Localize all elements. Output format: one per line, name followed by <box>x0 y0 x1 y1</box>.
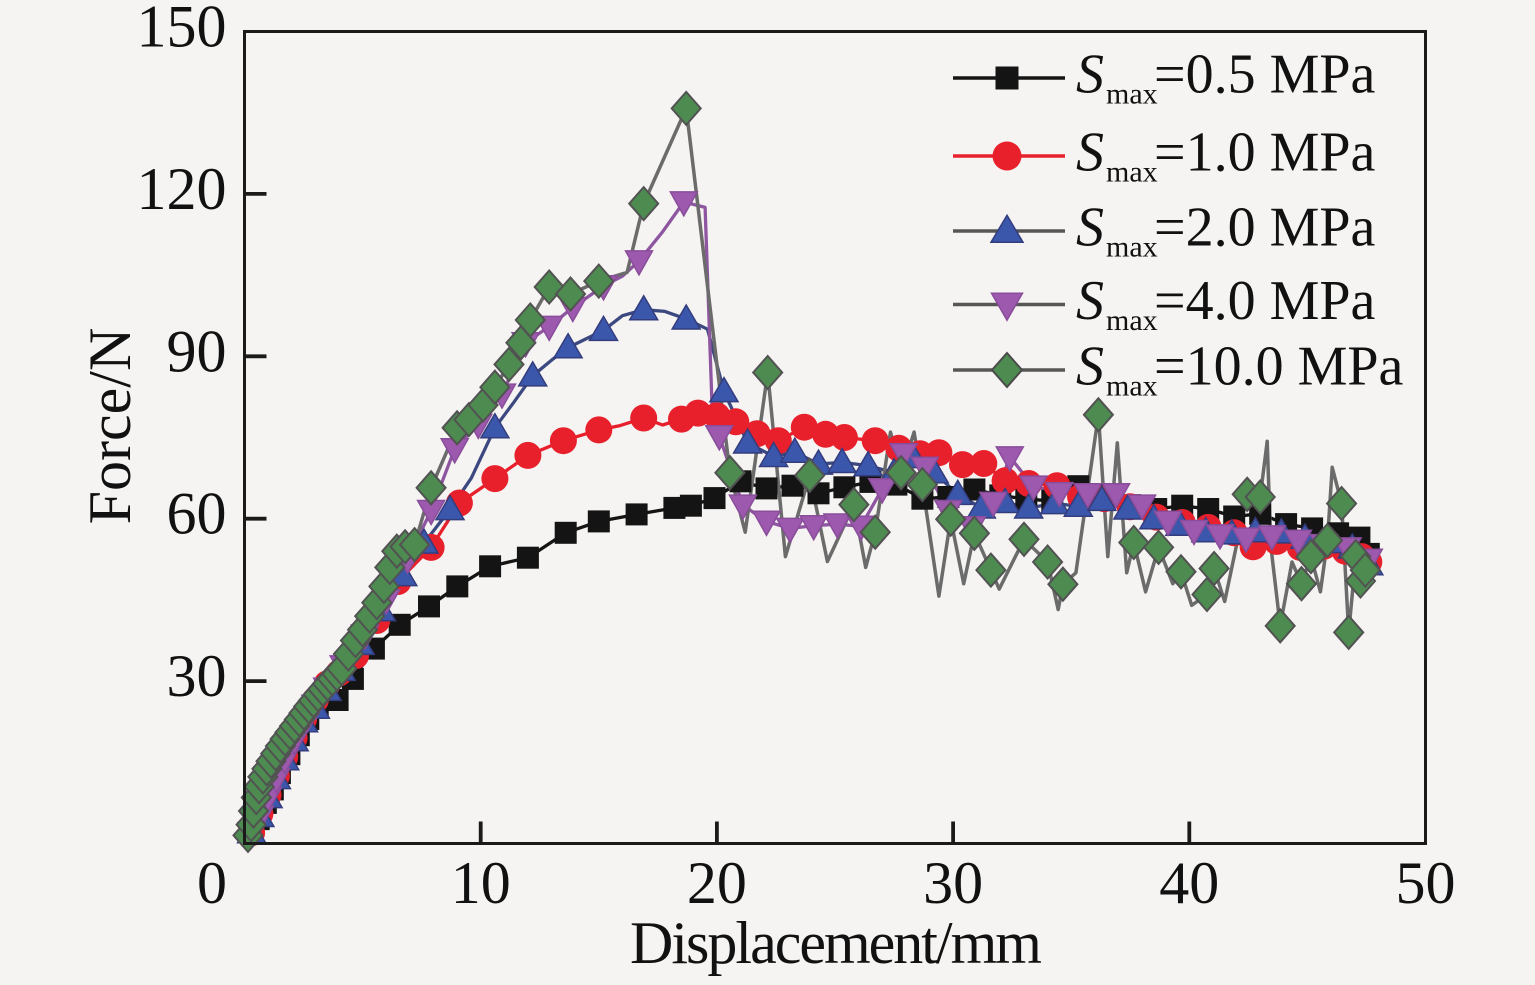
svg-text:120: 120 <box>137 156 227 222</box>
svg-text:10: 10 <box>451 850 511 916</box>
svg-text:max: max <box>1106 231 1158 264</box>
svg-text:60: 60 <box>167 481 227 547</box>
svg-text:S: S <box>1076 336 1104 398</box>
svg-text:max: max <box>1106 304 1158 337</box>
svg-text:90: 90 <box>167 318 227 384</box>
svg-text:=2.0 MPa: =2.0 MPa <box>1154 197 1376 259</box>
svg-text:Displacement/mm: Displacement/mm <box>630 910 1041 976</box>
svg-text:50: 50 <box>1396 850 1456 916</box>
svg-text:S: S <box>1076 122 1104 184</box>
svg-text:0: 0 <box>197 850 227 916</box>
svg-text:150: 150 <box>137 0 227 60</box>
svg-text:30: 30 <box>923 850 983 916</box>
svg-text:max: max <box>1106 370 1158 403</box>
svg-text:=10.0 MPa: =10.0 MPa <box>1154 336 1404 398</box>
svg-text:=4.0 MPa: =4.0 MPa <box>1154 270 1376 332</box>
svg-text:S: S <box>1076 44 1104 106</box>
svg-text:=0.5 MPa: =0.5 MPa <box>1154 44 1376 106</box>
svg-text:S: S <box>1076 270 1104 332</box>
svg-text:30: 30 <box>167 643 227 709</box>
svg-text:=1.0 MPa: =1.0 MPa <box>1154 122 1376 184</box>
svg-text:Force/N: Force/N <box>77 328 143 525</box>
svg-text:20: 20 <box>687 850 747 916</box>
svg-text:max: max <box>1106 78 1158 111</box>
svg-text:S: S <box>1076 197 1104 259</box>
svg-text:max: max <box>1106 156 1158 189</box>
svg-text:40: 40 <box>1159 850 1219 916</box>
